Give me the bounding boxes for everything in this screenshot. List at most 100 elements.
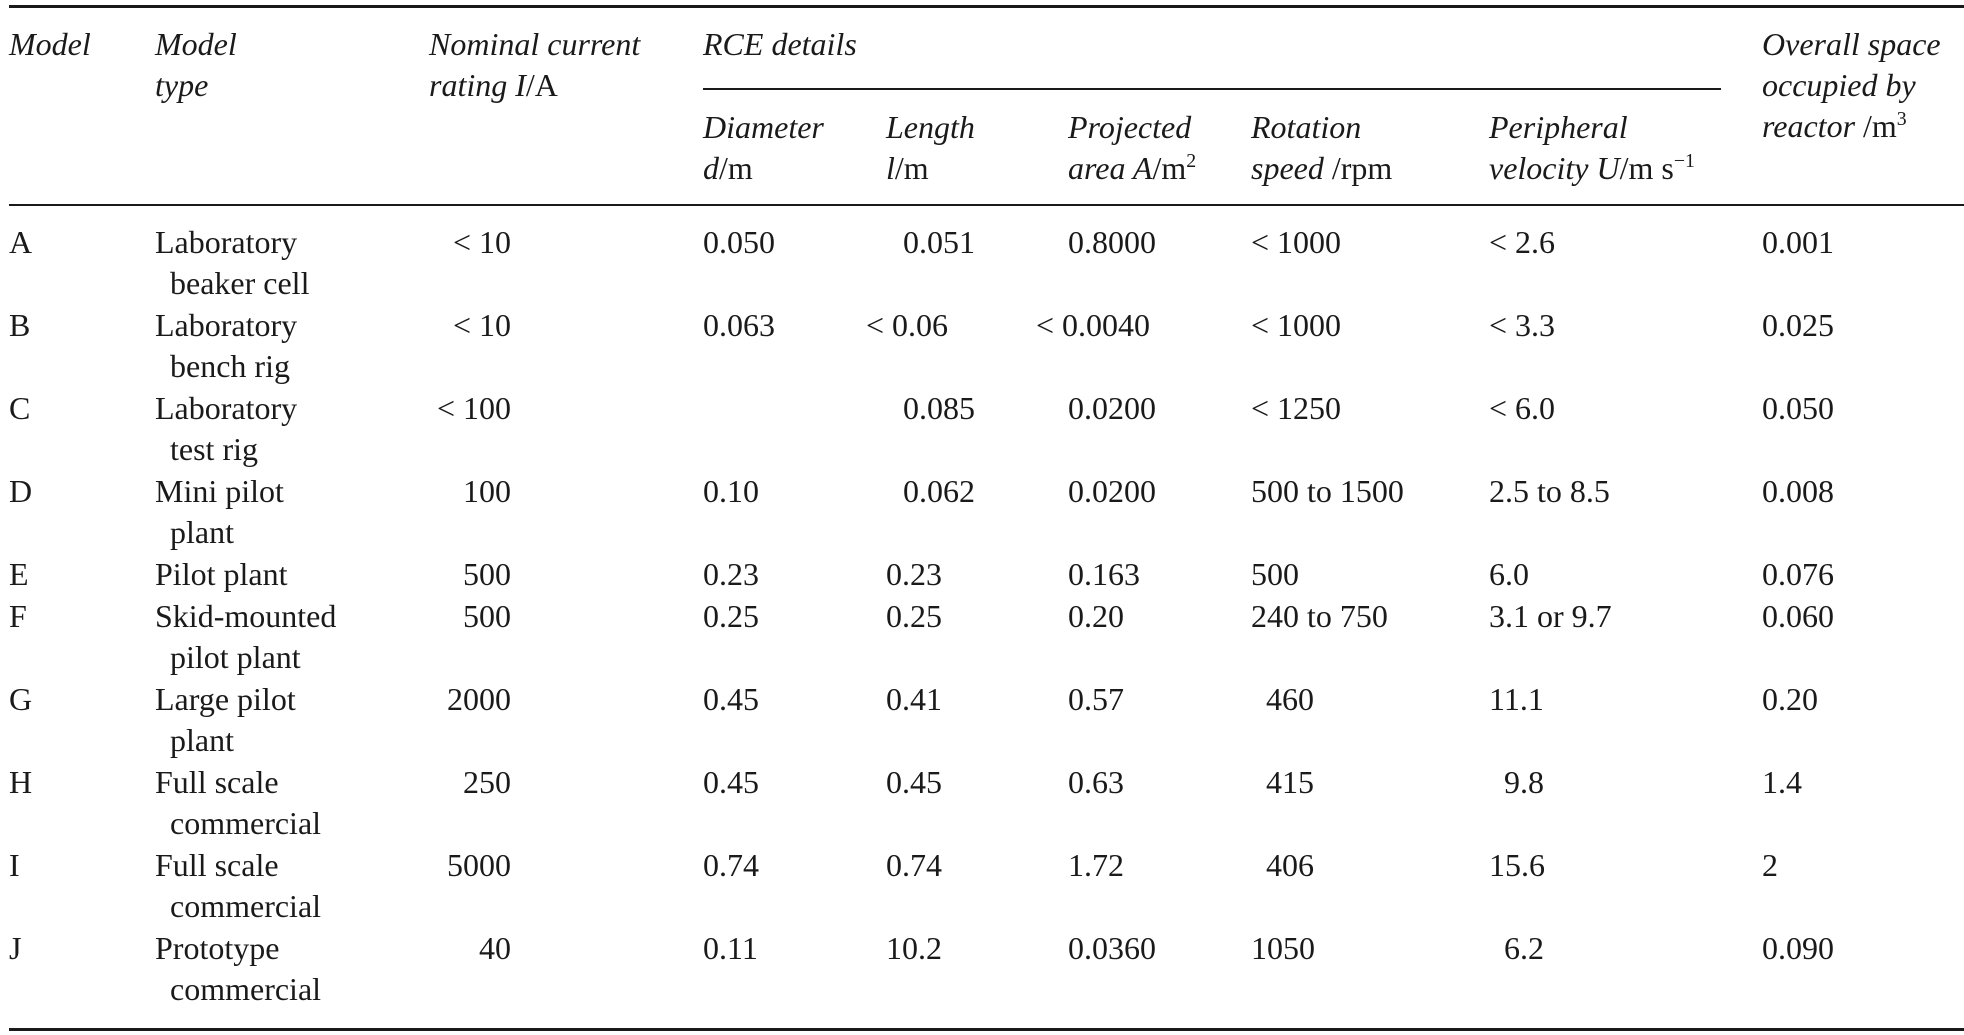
header-model-text: Model (9, 26, 91, 62)
header-peripheral-exponent: −1 (1673, 150, 1695, 173)
cell-model-type: Skid-mounted pilot plant (155, 596, 336, 678)
cell-peripheral-velocity: 3.1 or 9.7 (1489, 598, 1612, 634)
cell-diameter: 0.45 (703, 681, 759, 717)
header-length-unit: /m (894, 150, 929, 186)
cell-length: 0.45 (886, 764, 942, 800)
cell-rotation-speed: 406 (1266, 847, 1314, 883)
cell-diameter: 0.11 (703, 930, 758, 966)
cell-projected-area: 0.57 (1068, 681, 1124, 717)
cell-overall-space: 0.001 (1762, 224, 1834, 260)
cell-model-type: Full scale commercial (155, 845, 321, 927)
cell-peripheral-velocity: 2.5 to 8.5 (1489, 473, 1610, 509)
cell-overall-space: 1.4 (1762, 764, 1802, 800)
header-overall-line2: occupied by (1762, 67, 1916, 103)
cell-model-type: Full scale commercial (155, 762, 321, 844)
cell-model-type-line1: Laboratory (155, 390, 298, 426)
cell-model: I (9, 847, 20, 883)
cell-peripheral-velocity: 6.0 (1489, 556, 1529, 592)
cell-projected-area: 0.0200 (1068, 390, 1156, 426)
cell-model-type: Laboratory bench rig (155, 305, 297, 387)
cell-projected-area: 0.8000 (1068, 224, 1156, 260)
cell-length: 0.41 (886, 681, 942, 717)
cell-rotation-speed: 460 (1266, 681, 1314, 717)
cell-nominal-current: 250 (463, 764, 511, 800)
cell-rotation-speed: 415 (1266, 764, 1314, 800)
header-rotation-speed: Rotation speed /rpm (1251, 107, 1392, 189)
cell-peripheral-velocity: 9.8 (1504, 764, 1544, 800)
cell-nominal-current: < 10 (452, 307, 511, 343)
cell-model-type-line2: beaker cell (170, 265, 310, 301)
cell-overall-space: 2 (1762, 847, 1778, 883)
cell-model-type-line2: bench rig (170, 348, 290, 384)
cell-projected-area: 1.72 (1068, 847, 1124, 883)
cell-overall-space: 0.050 (1762, 390, 1834, 426)
cell-projected-area: 0.20 (1068, 598, 1124, 634)
top-rule (9, 5, 1964, 8)
header-model-type-line2: type (155, 67, 209, 103)
header-overall-line1: Overall space (1762, 26, 1941, 62)
cell-model: F (9, 598, 27, 634)
cell-projected-area: 0.163 (1068, 556, 1140, 592)
cell-model-type-line1: Skid-mounted (155, 598, 337, 634)
header-projected-exponent: 2 (1186, 150, 1197, 173)
cell-model-type: Pilot plant (155, 554, 287, 595)
cell-model-type-line1: Full scale (155, 764, 279, 800)
cell-peripheral-velocity: < 3.3 (1489, 307, 1556, 343)
cell-model-type-line1: Pilot plant (155, 556, 288, 592)
cell-diameter: 0.45 (703, 764, 759, 800)
header-diameter-unit: /m (719, 150, 753, 186)
cell-overall-space: 0.025 (1762, 307, 1834, 343)
header-model: Model (9, 24, 91, 65)
header-diameter: Diameter d/m (703, 107, 824, 189)
cell-model-type-line2: pilot plant (170, 639, 301, 675)
cell-rotation-speed: 240 to 750 (1251, 598, 1388, 634)
cell-nominal-current: 500 (463, 598, 511, 634)
cell-model: J (9, 930, 22, 966)
cell-model: G (9, 681, 33, 717)
cell-nominal-current: 2000 (447, 681, 511, 717)
cell-projected-area: 0.0200 (1068, 473, 1156, 509)
cell-model-type-line1: Laboratory (155, 307, 298, 343)
header-nominal-line2: rating I/A (429, 65, 640, 106)
cell-model-type: Mini pilot plant (155, 471, 284, 553)
cell-model-type: Laboratory test rig (155, 388, 297, 470)
rce-details-rule (703, 88, 1721, 90)
cell-length: 0.23 (886, 556, 942, 592)
header-overall-unit: /m (1855, 108, 1897, 144)
cell-model-type-line2: plant (170, 514, 234, 550)
header-peripheral-symbol: velocity U (1489, 150, 1620, 186)
cell-rotation-speed: < 1250 (1251, 390, 1342, 426)
cell-model: A (9, 224, 33, 260)
header-projected-line1: Projected (1068, 109, 1192, 145)
cell-rotation-speed: 1050 (1251, 930, 1315, 966)
cell-rotation-speed: < 1000 (1251, 224, 1342, 260)
cell-model-type-line2: commercial (170, 971, 322, 1007)
cell-length: 0.051 (903, 224, 975, 260)
cell-diameter: 0.10 (703, 473, 759, 509)
header-overall-space: Overall space occupied by reactor /m3 (1762, 24, 1941, 147)
header-rce-details: RCE details (703, 24, 857, 65)
cell-length: 0.085 (903, 390, 975, 426)
cell-nominal-current: 100 (463, 473, 511, 509)
header-projected-unit: /m (1152, 150, 1187, 186)
header-projected-symbol: area A (1068, 150, 1153, 186)
cell-diameter: 0.063 (703, 307, 775, 343)
cell-model-type-line2: test rig (170, 431, 258, 467)
cell-model-type-line1: Laboratory (155, 224, 298, 260)
cell-overall-space: 0.060 (1762, 598, 1834, 634)
header-rotation-unit: /rpm (1323, 150, 1393, 186)
cell-nominal-current: < 10 (452, 224, 511, 260)
cell-overall-space: 0.20 (1762, 681, 1818, 717)
cell-nominal-current: 5000 (447, 847, 511, 883)
cell-model-type-line1: Mini pilot (155, 473, 284, 509)
cell-peripheral-velocity: < 2.6 (1489, 224, 1556, 260)
cell-length: 10.2 (886, 930, 942, 966)
cell-model-type: Large pilot plant (155, 679, 296, 761)
header-model-type: Model type (155, 24, 237, 106)
cell-model-type: Laboratory beaker cell (155, 222, 309, 304)
cell-model-type-line1: Large pilot (155, 681, 296, 717)
cell-rotation-speed: 500 to 1500 (1251, 473, 1404, 509)
cell-projected-area: 0.0360 (1068, 930, 1156, 966)
header-length: Length l/m (886, 107, 975, 189)
cell-overall-space: 0.090 (1762, 930, 1834, 966)
